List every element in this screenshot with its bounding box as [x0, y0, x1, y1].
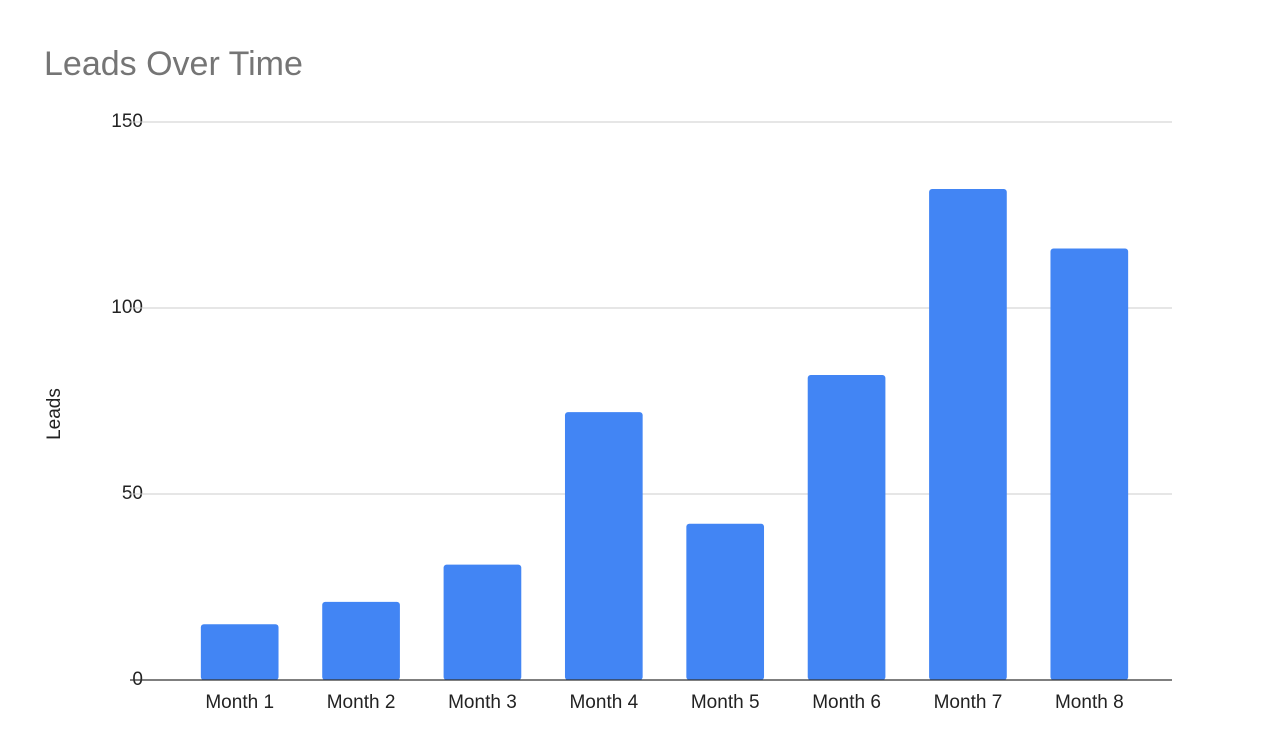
x-tick-label: Month 5 — [691, 692, 760, 713]
bar — [564, 412, 643, 680]
x-tick-label: Month 4 — [569, 692, 638, 713]
bar — [807, 374, 886, 680]
y-tick-label: 150 — [111, 111, 143, 132]
bar — [200, 624, 279, 680]
x-tick-label: Month 8 — [1055, 692, 1124, 713]
chart-title: Leads Over Time — [44, 45, 303, 83]
bar — [443, 564, 522, 680]
bar — [929, 188, 1007, 680]
bar — [322, 601, 400, 680]
x-tick-label: Month 3 — [448, 692, 517, 713]
bar — [1050, 248, 1129, 681]
y-axis-label: Leads — [44, 388, 65, 440]
x-tick-label: Month 2 — [327, 692, 396, 713]
x-tick-label: Month 6 — [812, 692, 881, 713]
x-tick-label: Month 7 — [934, 692, 1003, 713]
x-tick-label: Month 1 — [205, 692, 274, 713]
y-tick-label: 100 — [111, 297, 143, 318]
bar — [686, 523, 765, 680]
